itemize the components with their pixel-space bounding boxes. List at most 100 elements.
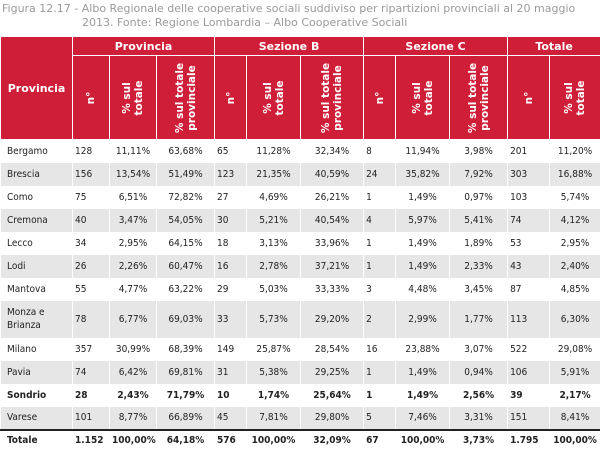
cell-totale-pct-totale: 100,00% [550,430,600,450]
cell-sezione-c-n: 1 [364,232,396,255]
cell-sezione-c-pct-totale: 11,94% [396,140,450,163]
cell-provincia-name: Bergamo [1,140,73,163]
cell-sezione-b-n: 123 [215,163,247,186]
cell-sezione-c-pct-totale: 1,49% [396,186,450,209]
cell-sezione-b-pct-provinciale: 32,09% [301,430,364,450]
cell-sezione-c-n: 4 [364,209,396,232]
cell-provincia-pct-provinciale: 54,05% [157,209,215,232]
header-sezione-c-n: n° [364,56,396,140]
cell-provincia-n: 28 [73,384,110,407]
cell-provincia-n: 74 [73,361,110,384]
cell-sezione-c-pct-totale: 1,49% [396,384,450,407]
cell-sezione-b-pct-totale: 5,38% [247,361,301,384]
cell-sezione-c-pct-provinciale: 3,31% [450,407,508,430]
cell-sezione-b-pct-provinciale: 29,25% [301,361,364,384]
cell-sezione-c-n: 16 [364,338,396,361]
cell-sezione-b-n: 65 [215,140,247,163]
cell-totale-n: 43 [508,255,550,278]
cell-totale-n: 151 [508,407,550,430]
cell-sezione-c-pct-provinciale: 7,92% [450,163,508,186]
cell-sezione-c-pct-provinciale: 3,98% [450,140,508,163]
cell-totale-n: 522 [508,338,550,361]
header-provincia-n: n° [73,56,110,140]
cell-sezione-c-pct-provinciale: 1,77% [450,301,508,338]
cell-sezione-b-pct-totale: 3,13% [247,232,301,255]
cell-sezione-b-pct-totale: 7,81% [247,407,301,430]
cell-provincia-name: Pavia [1,361,73,384]
cell-sezione-b-pct-provinciale: 37,21% [301,255,364,278]
cell-provincia-pct-totale: 13,54% [110,163,157,186]
cell-totale-n: 113 [508,301,550,338]
cell-sezione-b-pct-totale: 5,21% [247,209,301,232]
cell-sezione-c-pct-totale: 2,99% [396,301,450,338]
cell-totale-pct-totale: 2,17% [550,384,600,407]
cell-sezione-b-pct-provinciale: 28,54% [301,338,364,361]
cell-provincia-pct-provinciale: 63,68% [157,140,215,163]
cell-sezione-b-pct-provinciale: 29,80% [301,407,364,430]
cell-sezione-b-pct-totale: 25,87% [247,338,301,361]
cell-provincia-n: 34 [73,232,110,255]
cell-sezione-c-pct-provinciale: 3,07% [450,338,508,361]
cell-totale-n: 53 [508,232,550,255]
cell-sezione-c-pct-totale: 1,49% [396,232,450,255]
cell-provincia-pct-provinciale: 64,15% [157,232,215,255]
cell-provincia-n: 101 [73,407,110,430]
header-sezione-c-pct-provinciale: % sul totale provinciale [450,56,508,140]
cell-sezione-c-pct-totale: 23,88% [396,338,450,361]
cell-provincia-name: Lodi [1,255,73,278]
cell-provincia-pct-provinciale: 63,22% [157,278,215,301]
cell-sezione-c-pct-provinciale: 0,97% [450,186,508,209]
cell-provincia-pct-provinciale: 66,89% [157,407,215,430]
cell-totale-n: 39 [508,384,550,407]
cell-totale-pct-totale: 11,20% [550,140,600,163]
cell-sezione-b-pct-provinciale: 40,54% [301,209,364,232]
figure-caption: Figura 12.17 - Albo Regionale delle coop… [0,0,600,34]
header-sezione-b-n: n° [215,56,247,140]
cell-totale-n: 303 [508,163,550,186]
cell-sezione-c-pct-provinciale: 3,45% [450,278,508,301]
cell-provincia-n: 1.152 [73,430,110,450]
cell-sezione-b-pct-totale: 5,03% [247,278,301,301]
cell-provincia-pct-provinciale: 64,18% [157,430,215,450]
cell-provincia-n: 357 [73,338,110,361]
header-sezione-b-pct-provinciale: % sul totale provinciale [301,56,364,140]
cell-provincia-pct-provinciale: 72,82% [157,186,215,209]
header-group-sezione-b: Sezione B [215,37,364,56]
cell-provincia-n: 128 [73,140,110,163]
cell-sezione-b-pct-provinciale: 33,33% [301,278,364,301]
cell-provincia-name: Monza e Brianza [1,301,73,338]
cell-provincia-name: Como [1,186,73,209]
cell-provincia-pct-provinciale: 71,79% [157,384,215,407]
cell-sezione-b-pct-provinciale: 40,59% [301,163,364,186]
cell-provincia-name: Varese [1,407,73,430]
cell-provincia-pct-provinciale: 68,39% [157,338,215,361]
cell-sezione-c-pct-totale: 5,97% [396,209,450,232]
cell-sezione-b-n: 18 [215,232,247,255]
cell-sezione-b-n: 576 [215,430,247,450]
cell-sezione-c-pct-totale: 4,48% [396,278,450,301]
cell-provincia-pct-totale: 6,77% [110,301,157,338]
cell-sezione-c-pct-totale: 35,82% [396,163,450,186]
cell-sezione-b-pct-totale: 4,69% [247,186,301,209]
cell-sezione-b-n: 30 [215,209,247,232]
header-group-sezione-c: Sezione C [364,37,508,56]
header-group-provincia: Provincia [73,37,215,56]
cell-sezione-b-n: 27 [215,186,247,209]
cell-sezione-c-pct-totale: 100,00% [396,430,450,450]
cell-sezione-c-n: 24 [364,163,396,186]
cell-provincia-pct-provinciale: 51,49% [157,163,215,186]
cell-provincia-n: 156 [73,163,110,186]
cell-provincia-pct-totale: 8,77% [110,407,157,430]
cell-sezione-c-n: 1 [364,361,396,384]
cooperative-table: Provincia Provincia Sezione B Sezione C … [0,36,600,450]
cell-sezione-c-n: 5 [364,407,396,430]
header-totale-n: n° [508,56,550,140]
cell-provincia-name: Cremona [1,209,73,232]
cell-totale-pct-totale: 8,41% [550,407,600,430]
cell-sezione-b-n: 29 [215,278,247,301]
caption-line-1: Figura 12.17 - Albo Regionale delle coop… [2,2,600,16]
cell-sezione-b-pct-totale: 2,78% [247,255,301,278]
